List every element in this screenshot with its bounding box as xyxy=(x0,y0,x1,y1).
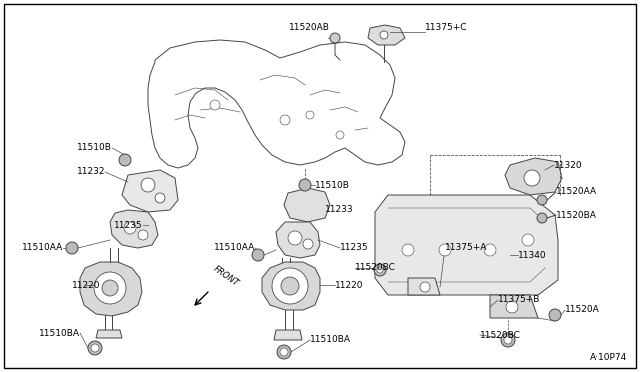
Circle shape xyxy=(402,244,414,256)
Circle shape xyxy=(506,301,518,313)
Text: 11510AA: 11510AA xyxy=(22,244,63,253)
Text: 11233: 11233 xyxy=(325,205,354,215)
Circle shape xyxy=(501,333,515,347)
Circle shape xyxy=(522,234,534,246)
Circle shape xyxy=(141,178,155,192)
Circle shape xyxy=(138,230,148,240)
Circle shape xyxy=(377,267,383,273)
Text: 11520BC: 11520BC xyxy=(480,330,521,340)
Circle shape xyxy=(119,154,131,166)
Circle shape xyxy=(299,179,311,191)
Text: 11375+C: 11375+C xyxy=(425,23,467,32)
Text: FRONT: FRONT xyxy=(212,264,241,288)
Text: 11320: 11320 xyxy=(554,160,582,170)
Polygon shape xyxy=(80,262,142,316)
Polygon shape xyxy=(368,25,405,45)
Text: 11510AA: 11510AA xyxy=(214,244,255,253)
Circle shape xyxy=(280,348,288,356)
Text: 11510B: 11510B xyxy=(77,144,112,153)
Text: 11375+B: 11375+B xyxy=(498,295,540,305)
Polygon shape xyxy=(490,295,538,318)
Text: 11235: 11235 xyxy=(340,244,369,253)
Polygon shape xyxy=(408,278,440,295)
Text: 11520AA: 11520AA xyxy=(556,187,597,196)
Polygon shape xyxy=(274,330,302,340)
Text: A·10P74: A·10P74 xyxy=(590,353,627,362)
Text: 11235: 11235 xyxy=(115,221,143,230)
Circle shape xyxy=(420,282,430,292)
Circle shape xyxy=(210,100,220,110)
Circle shape xyxy=(281,277,299,295)
Polygon shape xyxy=(110,210,158,248)
Circle shape xyxy=(537,195,547,205)
Circle shape xyxy=(124,222,136,234)
Circle shape xyxy=(277,345,291,359)
Text: 11340: 11340 xyxy=(518,250,547,260)
Polygon shape xyxy=(262,262,320,310)
Text: 11520AB: 11520AB xyxy=(289,23,330,32)
Text: 11520BC: 11520BC xyxy=(355,263,396,273)
Circle shape xyxy=(91,344,99,352)
Circle shape xyxy=(288,231,302,245)
Polygon shape xyxy=(96,330,122,338)
Polygon shape xyxy=(375,195,558,295)
Circle shape xyxy=(380,31,388,39)
Polygon shape xyxy=(276,222,320,258)
Circle shape xyxy=(330,33,340,43)
Circle shape xyxy=(66,242,78,254)
Circle shape xyxy=(94,272,126,304)
Text: 11220: 11220 xyxy=(335,280,364,289)
Text: 11232: 11232 xyxy=(77,167,105,176)
Polygon shape xyxy=(284,188,330,222)
Circle shape xyxy=(272,268,308,304)
Circle shape xyxy=(155,193,165,203)
Circle shape xyxy=(88,341,102,355)
Text: 11520BA: 11520BA xyxy=(556,211,597,219)
Polygon shape xyxy=(122,170,178,212)
Text: 11220: 11220 xyxy=(72,280,100,289)
Circle shape xyxy=(439,244,451,256)
Text: 11510B: 11510B xyxy=(315,180,350,189)
Text: 11520A: 11520A xyxy=(565,305,600,314)
Circle shape xyxy=(524,170,540,186)
Circle shape xyxy=(102,280,118,296)
Circle shape xyxy=(336,131,344,139)
Circle shape xyxy=(306,111,314,119)
Circle shape xyxy=(303,239,313,249)
Circle shape xyxy=(252,249,264,261)
Circle shape xyxy=(484,244,496,256)
Polygon shape xyxy=(505,158,562,195)
Polygon shape xyxy=(148,40,405,168)
Text: 11375+A: 11375+A xyxy=(445,244,488,253)
Circle shape xyxy=(280,115,290,125)
Text: 11510BA: 11510BA xyxy=(39,328,80,337)
Text: 11510BA: 11510BA xyxy=(310,336,351,344)
Circle shape xyxy=(537,213,547,223)
Circle shape xyxy=(504,336,512,344)
Circle shape xyxy=(374,264,386,276)
Circle shape xyxy=(549,309,561,321)
